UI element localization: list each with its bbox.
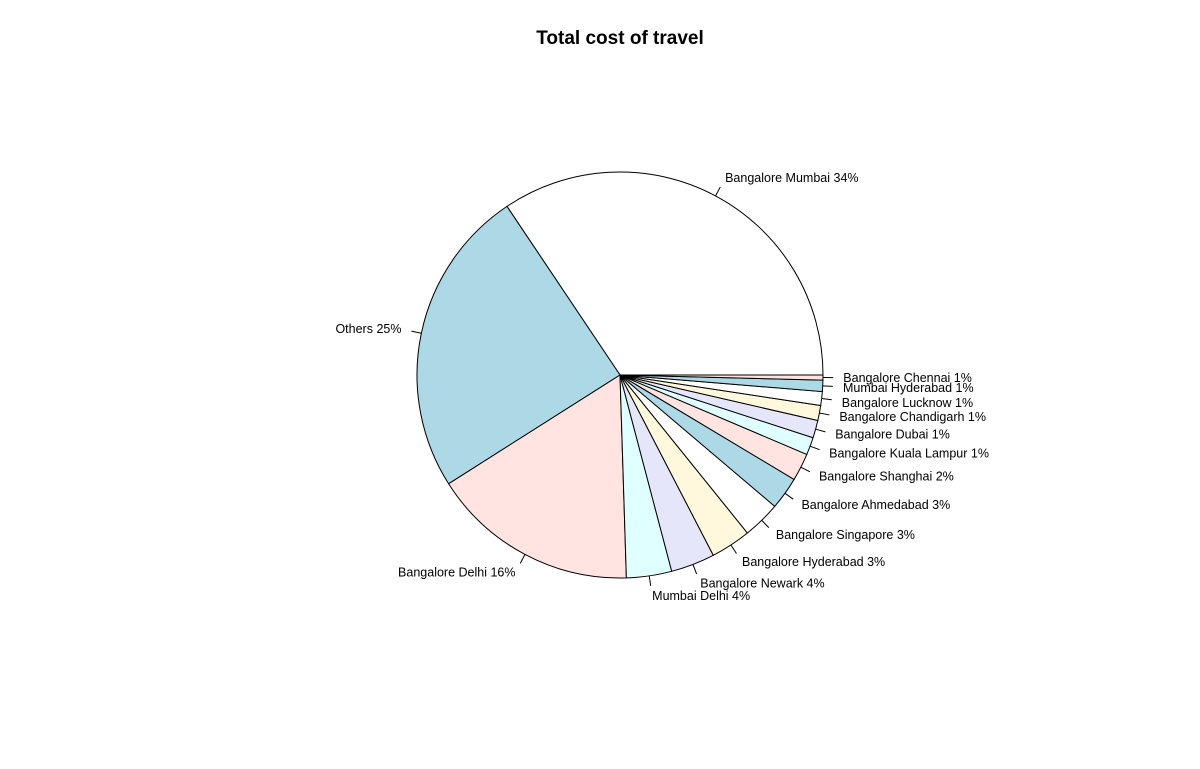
chart-title: Total cost of travel: [536, 28, 704, 49]
slice-leader-line: [819, 412, 830, 416]
slice-leader-line: [784, 492, 794, 500]
slice-label: Bangalore Singapore 3%: [776, 528, 915, 542]
slice-leader-line: [809, 445, 820, 451]
slice-label: Bangalore Hyderabad 3%: [742, 555, 885, 569]
slice-leader-line: [821, 398, 832, 401]
slice-leader-line: [519, 554, 526, 564]
slice-label: Mumbai Delhi 4%: [652, 589, 750, 603]
slice-label: Bangalore Chennai 1%: [843, 371, 972, 385]
slice-label: Bangalore Dubai 1%: [835, 428, 950, 442]
pie-slice: [506, 171, 824, 376]
slice-leader-line: [648, 575, 652, 587]
slice-leader-line: [715, 186, 721, 197]
slice-label: Others 25%: [335, 322, 401, 336]
slice-leader-line: [815, 428, 826, 433]
slice-label: Bangalore Ahmedabad 3%: [801, 498, 950, 512]
slice-label: Bangalore Lucknow 1%: [842, 396, 973, 410]
slice-label: Mumbai Hyderabad 1%: [843, 381, 974, 395]
slice-leader-line: [822, 385, 833, 387]
slice-leader-line: [692, 564, 698, 575]
slice-label: Bangalore Shanghai 2%: [819, 469, 954, 483]
slice-leader-line: [761, 519, 770, 528]
slice-label: Bangalore Kuala Lampur 1%: [829, 446, 989, 460]
slice-leader-line: [730, 544, 737, 554]
slice-leader-line: [800, 466, 811, 473]
slice-label: Bangalore Mumbai 34%: [725, 171, 858, 185]
slice-label: Bangalore Newark 4%: [700, 576, 824, 590]
pie-slice: [416, 205, 621, 485]
slice-label: Bangalore Delhi 16%: [398, 565, 515, 579]
slice-label: Bangalore Chandigarh 1%: [839, 410, 986, 424]
slice-leader-line: [411, 330, 422, 334]
